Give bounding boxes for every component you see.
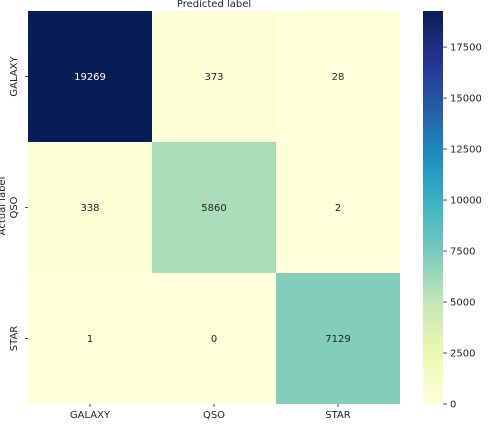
x-tick-labels: GALAXY QSO STAR (70, 404, 351, 421)
y-tick-labels: GALAXY QSO STAR (9, 56, 28, 352)
colorbar-tick-label: 5000 (450, 298, 475, 309)
heatmap-cell (276, 273, 400, 404)
heatmap-cell (28, 11, 152, 142)
y-tick-label: STAR (9, 326, 20, 352)
x-tick-label: STAR (325, 410, 351, 421)
colorbar-ticks: 0 2500 5000 7500 10000 12500 15000 17500 (443, 43, 482, 411)
y-tick-label: GALAXY (9, 56, 20, 97)
cell-value-label: 1 (87, 334, 93, 345)
cell-value-label: 2 (335, 203, 341, 214)
cell-value-label: 19269 (74, 72, 106, 83)
heatmap-cell (276, 11, 400, 142)
cell-value-label: 5860 (201, 203, 226, 214)
colorbar-tick-label: 0 (450, 400, 456, 411)
y-tick-label: QSO (9, 196, 20, 218)
colorbar-tick-label: 17500 (450, 43, 482, 54)
y-axis-label: Actual label (0, 177, 8, 236)
cell-value-label: 7129 (325, 334, 350, 345)
cell-value-label: 338 (80, 203, 99, 214)
heatmap-cell (28, 142, 152, 273)
colorbar-tick-label: 10000 (450, 196, 482, 207)
colorbar (423, 11, 443, 404)
heatmap-cells (28, 11, 400, 404)
colorbar-tick-label: 12500 (450, 145, 482, 156)
heatmap-cell (152, 11, 276, 142)
heatmap-cell (28, 273, 152, 404)
heatmap-cell (152, 142, 276, 273)
colorbar-tick-label: 15000 (450, 94, 482, 105)
heatmap-cell (152, 273, 276, 404)
cell-value-label: 0 (211, 334, 217, 345)
cell-value-label: 373 (204, 72, 223, 83)
chart-title: Predicted label (177, 0, 251, 10)
colorbar-tick-label: 7500 (450, 247, 475, 258)
cell-value-label: 28 (332, 72, 345, 83)
heatmap-cell-labels: 19269 373 28 338 5860 2 1 0 7129 (74, 72, 351, 345)
colorbar-tick-label: 2500 (450, 349, 475, 360)
x-tick-label: QSO (203, 410, 225, 421)
x-tick-label: GALAXY (70, 410, 111, 421)
heatmap-cell (276, 142, 400, 273)
